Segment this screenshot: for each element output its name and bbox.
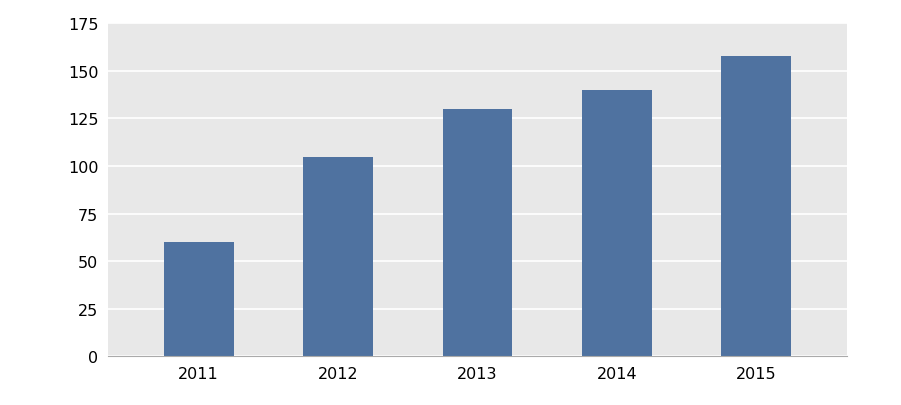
Bar (304, 157, 373, 356)
Bar (582, 91, 651, 356)
Bar (164, 243, 233, 356)
Bar (722, 57, 791, 356)
Bar (442, 110, 513, 356)
